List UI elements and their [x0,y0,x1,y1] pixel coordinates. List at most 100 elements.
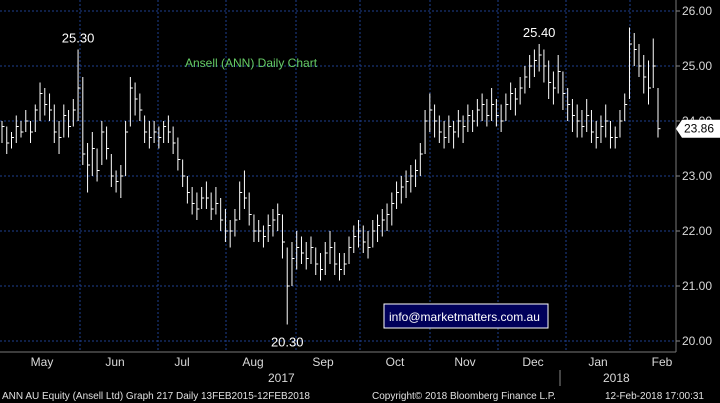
y-tick-label-0: 20.00 [682,334,712,348]
price-bar-62 [296,231,300,270]
price-bar-47 [224,209,228,242]
price-bar-81 [386,203,390,231]
price-bar-109 [519,77,523,105]
price-bar-101 [481,93,485,121]
price-bar-83 [396,181,400,209]
price-bar-52 [248,192,252,226]
price-bar-45 [215,187,219,215]
price-bar-111 [529,55,533,88]
price-bar-29 [139,93,143,121]
price-bar-66 [315,247,319,275]
info-box-text: info@marketmatters.com.au [389,310,540,324]
price-bar-37 [177,137,181,171]
price-bar-134 [638,44,642,77]
price-bar-48 [229,220,233,248]
price-bar-22 [106,126,110,160]
chart-title: Ansell (ANN) Daily Chart [185,56,318,70]
price-bar-94 [448,115,452,143]
price-bar-46 [220,198,224,231]
footer-timestamp: 12-Feb-2018 17:00:31 [605,391,704,402]
price-bar-38 [182,159,186,187]
price-bar-130 [619,110,623,138]
price-bar-68 [324,242,328,275]
last-price-label: 23.86 [684,122,714,136]
price-bar-137 [652,38,656,88]
price-bar-112 [533,49,537,77]
price-bar-26 [125,121,129,176]
month-label-jan: Jan [588,355,607,369]
price-bar-86 [410,165,414,193]
price-bar-99 [472,110,476,132]
footer-copyright: Copyright© 2018 Bloomberg Finance L.P. [372,391,556,402]
month-label-sep: Sep [312,355,334,369]
price-bar-39 [186,176,190,204]
year-label-2017: 2017 [268,371,295,385]
price-bar-95 [453,121,457,149]
price-bar-64 [305,242,309,270]
price-bar-90 [429,93,433,132]
price-bar-104 [495,99,499,127]
price-bar-123 [586,99,590,132]
price-bar-34 [163,121,167,143]
price-bar-72 [343,253,347,275]
y-tick-label-3: 23.00 [682,169,712,183]
price-bar-35 [167,115,171,143]
price-bar-132 [628,27,632,99]
price-bar-88 [419,143,423,176]
price-bar-96 [457,110,461,138]
price-bar-75 [358,220,362,248]
footer-bar [0,388,720,403]
month-label-oct: Oct [386,355,405,369]
price-bar-114 [543,49,547,83]
price-bar-51 [243,170,247,209]
month-label-jul: Jul [174,355,189,369]
price-bar-127 [605,104,609,138]
price-bar-54 [258,220,262,242]
y-tick-label-2: 22.00 [682,224,712,238]
price-bar-106 [505,93,509,121]
price-bar-16 [77,49,81,121]
annotation-low-label: 20.30 [271,335,304,350]
price-bar-28 [134,82,138,116]
price-bar-6 [30,121,34,143]
price-bar-8 [39,82,43,121]
price-bar-36 [172,126,176,154]
month-label-feb: Feb [652,355,673,369]
price-bar-121 [576,104,580,138]
month-label-may: May [31,355,54,369]
price-bar-12 [58,121,62,154]
price-bar-71 [339,253,343,281]
price-bar-30 [144,115,148,143]
info-box: info@marketmatters.com.au [383,303,549,329]
price-bar-56 [267,214,271,242]
price-bar-129 [614,126,618,149]
price-bar-32 [153,121,157,143]
price-bar-125 [595,121,599,149]
price-bar-60 [286,247,290,325]
price-bar-108 [514,88,518,116]
price-bar-1 [6,126,10,154]
price-bar-14 [68,110,72,138]
price-bar-58 [277,203,281,231]
price-bar-133 [633,33,637,66]
month-label-aug: Aug [242,355,263,369]
price-bar-126 [600,115,604,143]
price-bar-110 [524,66,528,94]
price-bar-131 [624,93,628,121]
price-bar-0 [1,121,5,143]
price-bar-17 [82,77,86,165]
year-label-2018: 2018 [603,371,630,385]
price-bar-105 [500,104,504,132]
price-bar-92 [438,115,442,143]
price-bar-65 [310,236,314,264]
price-bar-15 [72,99,76,127]
last-price-marker: 23.86 [676,119,720,138]
price-bar-19 [91,132,95,176]
price-bar-4 [20,121,24,138]
price-bar-128 [609,121,613,149]
price-bar-103 [491,88,495,121]
price-bar-119 [567,88,571,121]
month-label-dec: Dec [522,355,543,369]
price-bars [1,27,661,325]
price-bar-89 [424,110,428,154]
